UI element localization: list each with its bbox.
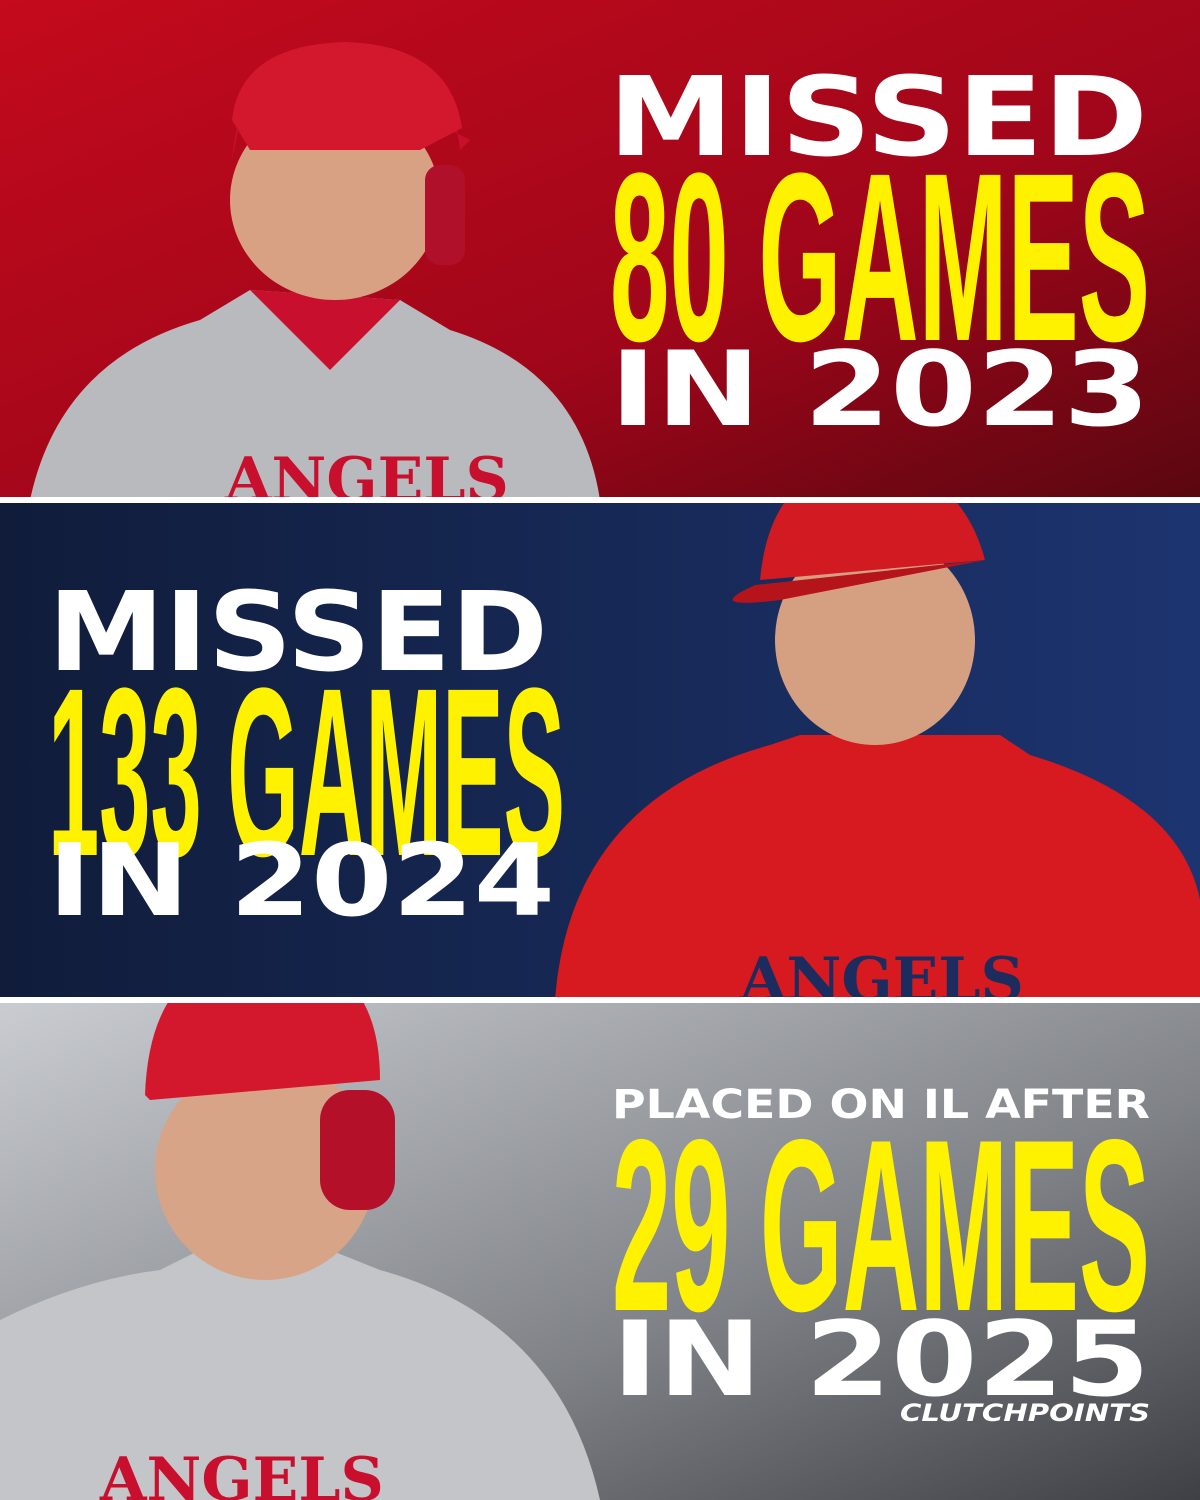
year-line: IN 2025 — [612, 1300, 1150, 1420]
year-line: IN 2024 — [48, 822, 555, 939]
games-count: 133 GAMES — [48, 638, 565, 906]
games-count: 80 GAMES — [610, 123, 1150, 391]
brand-logo: CLUTCHPOINTS — [900, 1399, 1150, 1427]
player-photo: ANGELS — [30, 42, 600, 515]
svg-text:ANGELS: ANGELS — [224, 445, 509, 515]
headline-line: MISSED — [608, 53, 1148, 181]
year-line: IN 2023 — [610, 330, 1150, 450]
headline-line: MISSED — [48, 568, 548, 696]
divider — [0, 497, 1200, 503]
svg-text:ANGELS: ANGELS — [739, 945, 1024, 1015]
games-count: 29 GAMES — [612, 1088, 1150, 1362]
svg-text:ANGELS: ANGELS — [99, 1445, 384, 1500]
headline-line: PLACED ON IL AFTER — [612, 1082, 1150, 1128]
player-photo: ANGELS — [555, 503, 1200, 1015]
divider — [0, 997, 1200, 1003]
player-photo: ANGELS — [0, 1003, 600, 1500]
